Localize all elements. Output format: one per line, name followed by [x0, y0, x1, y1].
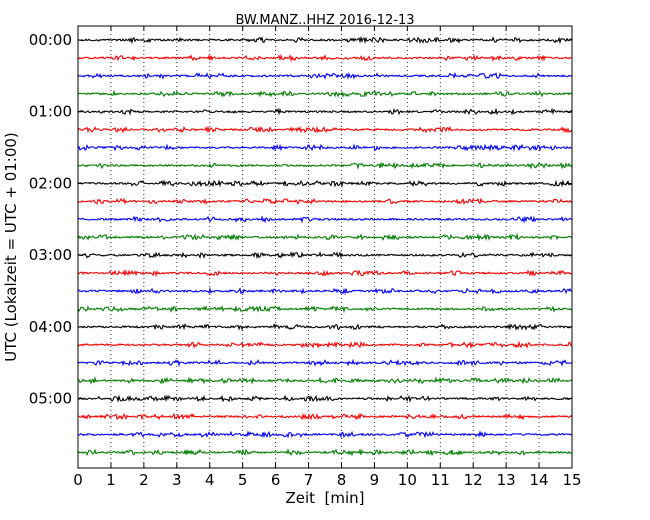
trace-line — [77, 448, 573, 457]
trace-line — [77, 412, 573, 421]
trace-line — [77, 286, 573, 296]
x-tick-label: 9 — [370, 471, 380, 489]
trace-line — [77, 305, 573, 314]
axis-ticks — [77, 26, 573, 468]
y-tick-label: 00:00 — [29, 31, 72, 49]
y-axis-title: UTC (Lokalzeit = UTC + 01:00) — [2, 132, 20, 362]
y-tick-labels: 00:00 01:00 02:00 03:00 04:00 05:00 — [29, 31, 72, 408]
x-tick-label: 8 — [337, 471, 347, 489]
y-tick-label: 01:00 — [29, 103, 72, 121]
plot-frame — [77, 25, 573, 469]
y-tick-label: 03:00 — [29, 246, 72, 264]
x-tick-label: 1 — [106, 471, 116, 489]
x-tick-label: 13 — [497, 471, 516, 489]
vertical-gridlines — [110, 26, 540, 468]
trace-line — [77, 179, 573, 188]
trace-line — [77, 161, 573, 170]
trace-line — [77, 125, 573, 134]
seismic-traces — [77, 35, 573, 457]
trace-line — [77, 89, 573, 98]
x-tick-label: 5 — [238, 471, 248, 489]
trace-line — [77, 394, 573, 403]
x-tick-label: 4 — [205, 471, 215, 489]
trace-line — [77, 322, 573, 331]
trace-line — [77, 53, 573, 63]
x-tick-label: 2 — [139, 471, 149, 489]
trace-line — [77, 35, 573, 45]
y-tick-label: 04:00 — [29, 318, 72, 336]
x-tick-label: 7 — [304, 471, 314, 489]
trace-line — [77, 340, 573, 350]
trace-line — [77, 430, 573, 439]
trace-line — [77, 143, 573, 152]
x-tick-label: 15 — [562, 471, 581, 489]
trace-line — [77, 269, 573, 278]
trace-line — [77, 197, 573, 206]
y-tick-label: 02:00 — [29, 174, 72, 192]
x-axis-title: Zeit [min] — [285, 489, 364, 507]
x-tick-label: 12 — [464, 471, 483, 489]
y-tick-label: 05:00 — [29, 390, 72, 408]
x-tick-labels: 0 1 2 3 4 5 6 7 8 9 10 11 12 13 14 15 — [73, 471, 581, 489]
x-tick-label: 14 — [530, 471, 549, 489]
trace-line — [77, 232, 573, 242]
x-tick-label: 3 — [172, 471, 182, 489]
x-tick-label: 6 — [271, 471, 281, 489]
trace-line — [77, 358, 573, 368]
trace-line — [77, 376, 573, 385]
x-tick-label: 10 — [398, 471, 417, 489]
trace-line — [77, 215, 573, 224]
trace-line — [77, 107, 573, 116]
x-tick-label: 0 — [73, 471, 83, 489]
trace-line — [77, 71, 573, 81]
chart-title: BW.MANZ..HHZ 2016-12-13 — [235, 13, 414, 28]
trace-line — [77, 251, 573, 260]
x-tick-label: 11 — [431, 471, 450, 489]
